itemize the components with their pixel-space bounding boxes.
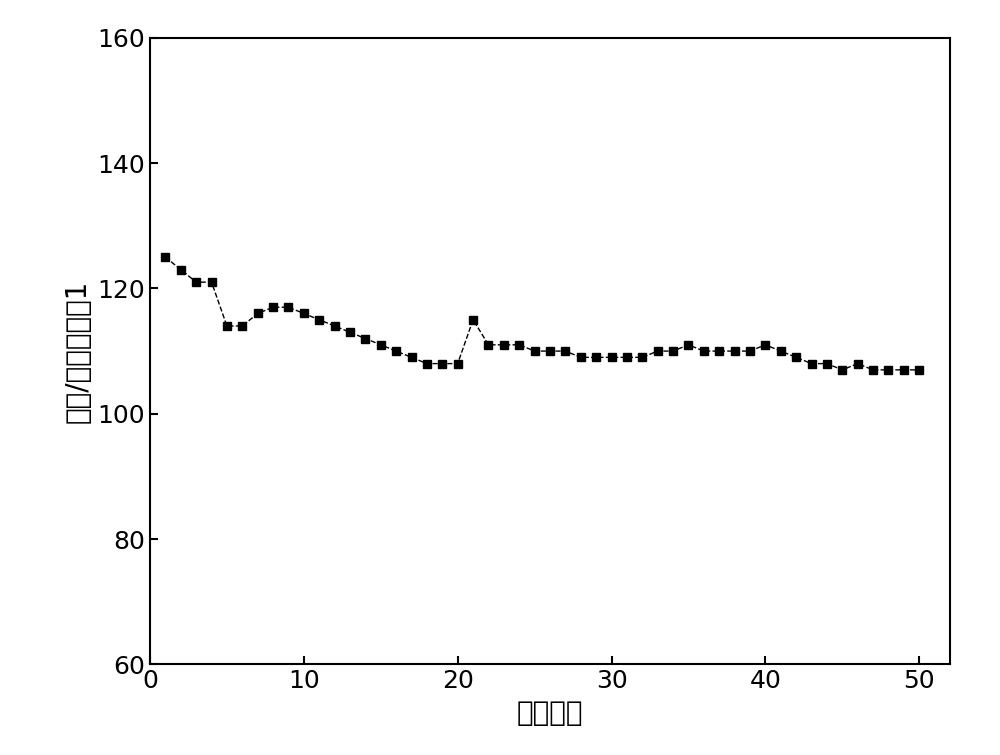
Y-axis label: 容量/毫安时克－1: 容量/毫安时克－1	[64, 279, 92, 423]
X-axis label: 循环次数: 循环次数	[517, 699, 583, 727]
